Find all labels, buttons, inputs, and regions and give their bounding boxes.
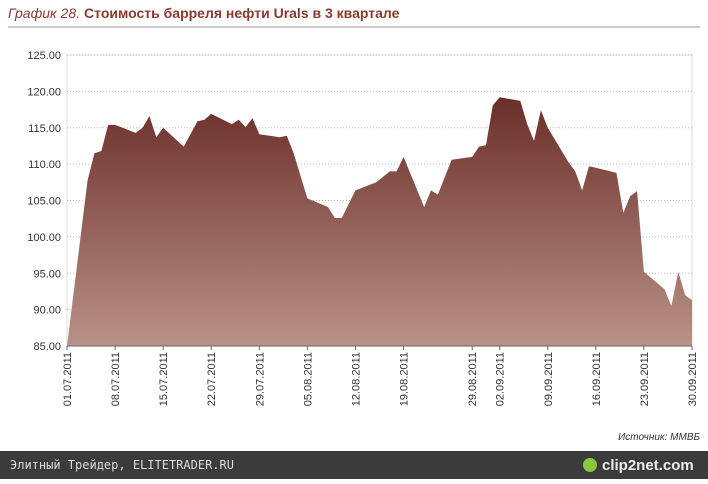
x-tick-label: 02.09.2011 (495, 352, 507, 406)
y-tick-label: 110.00 (28, 159, 61, 171)
title-text: Стоимость барреля нефти Urals в 3 кварта… (84, 5, 400, 21)
y-tick-label: 125.00 (27, 50, 61, 62)
y-tick-label: 120.00 (27, 86, 61, 98)
x-tick-label: 29.07.2011 (254, 352, 266, 406)
x-tick-label: 16.09.2011 (591, 352, 603, 406)
title-prefix: График 28. (8, 5, 80, 21)
y-tick-label: 100.00 (27, 232, 61, 244)
y-tick-label: 105.00 (27, 196, 61, 208)
x-tick-label: 15.07.2011 (158, 352, 170, 406)
y-tick-label: 85.00 (33, 341, 61, 353)
x-tick-label: 22.07.2011 (206, 352, 218, 406)
y-tick-label: 90.00 (33, 305, 61, 317)
x-tick-label: 05.08.2011 (302, 352, 314, 406)
x-tick-label: 12.08.2011 (350, 352, 362, 406)
x-tick-label: 09.09.2011 (543, 352, 555, 406)
logo-icon (583, 458, 597, 472)
footer-site: Элитный Трейдер, ELITETRADER.RU (10, 458, 234, 472)
footer-logo: clip2net.com (602, 457, 694, 474)
source: Источник: ММВБ (618, 432, 700, 443)
x-tick-label: 19.08.2011 (399, 352, 411, 406)
y-tick-label: 95.00 (33, 268, 61, 280)
x-tick-label: 01.07.2011 (62, 352, 74, 406)
x-tick-label: 23.09.2011 (639, 352, 651, 406)
y-tick-label: 115.00 (28, 123, 61, 135)
x-tick-label: 29.08.2011 (467, 352, 479, 406)
chart-title: График 28. Стоимость барреля нефти Urals … (8, 5, 400, 21)
area (67, 97, 692, 346)
x-tick-label: 30.09.2011 (687, 352, 699, 406)
x-tick-label: 08.07.2011 (110, 352, 122, 406)
